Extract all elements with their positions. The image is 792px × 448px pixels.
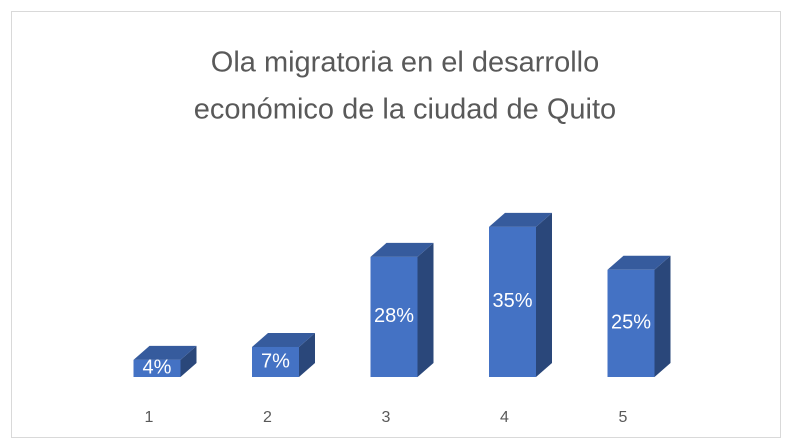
value-label: 35% [492, 290, 532, 312]
bar-top [252, 332, 315, 347]
bar [252, 346, 299, 377]
x-tick-label: 4 [500, 409, 509, 426]
bar [370, 256, 418, 377]
bar-side [536, 212, 552, 377]
bar [489, 226, 536, 377]
bar-side [654, 255, 671, 377]
value-label: 28% [374, 305, 414, 327]
bar-side [299, 332, 315, 377]
x-tick-label: 3 [382, 409, 391, 426]
value-label: 7% [261, 350, 290, 372]
value-label: 4% [143, 357, 172, 379]
x-tick-label: 2 [263, 409, 272, 426]
bar-top [607, 255, 671, 270]
bar-top [370, 242, 434, 257]
bar-side [180, 345, 197, 377]
value-label: 25% [611, 312, 651, 334]
chart-title: económico de la ciudad de Quito [194, 94, 616, 126]
x-tick-label: 5 [619, 409, 628, 426]
bar-top [489, 212, 552, 227]
bar [133, 359, 181, 377]
bar [607, 269, 655, 377]
bar-side [417, 242, 434, 377]
bar-top [133, 345, 197, 360]
chart-title: Ola migratoria en el desarrollo [211, 47, 599, 79]
x-tick-label: 1 [145, 409, 154, 426]
